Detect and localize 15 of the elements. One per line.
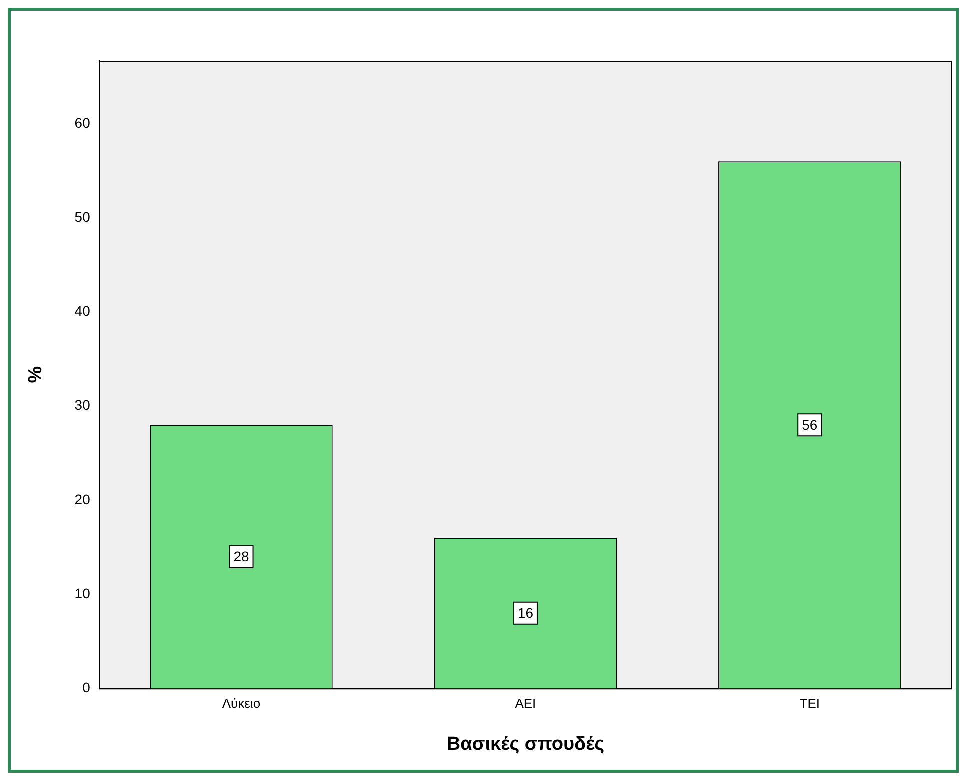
data-label: 28 — [234, 548, 250, 565]
y-tick-label: 50 — [74, 208, 91, 225]
x-axis-title: Βασικές σπουδές — [446, 734, 605, 755]
data-label: 56 — [802, 417, 818, 433]
y-tick-label: 30 — [74, 397, 91, 414]
y-tick-label: 60 — [74, 114, 91, 131]
y-tick-label: 20 — [74, 491, 91, 508]
x-tick-label: ΤΕΙ — [800, 696, 820, 711]
y-tick-label: 10 — [74, 585, 91, 602]
y-axis-title: % — [26, 366, 47, 384]
y-tick-label: 40 — [74, 303, 91, 320]
y-tick-label: 0 — [82, 679, 91, 696]
x-tick-label: ΑΕΙ — [515, 696, 536, 711]
x-tick-label: Λύκειο — [222, 696, 261, 711]
data-label: 16 — [518, 605, 534, 622]
